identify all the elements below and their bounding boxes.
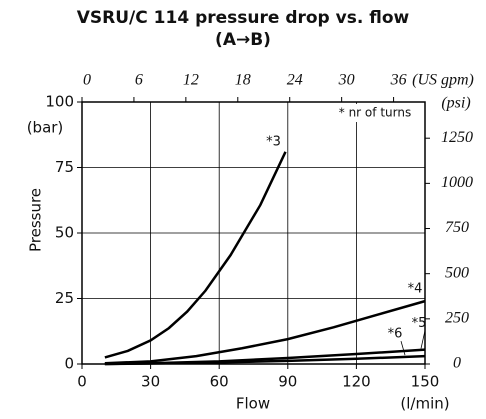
x-tick-label: 30 xyxy=(141,373,160,391)
x2-tick-label: 36 xyxy=(390,72,407,89)
y2-tick-label: 500 xyxy=(445,264,469,281)
x-unit: (l/min) xyxy=(400,395,449,413)
series-label: *5 xyxy=(412,316,427,331)
y2-tick-label: 1250 xyxy=(441,129,473,146)
chart-title: VSRU/C 114 pressure drop vs. flow xyxy=(77,8,410,28)
y-unit: (bar) xyxy=(27,119,64,137)
y-tick-label: 50 xyxy=(55,224,74,242)
x2-unit: (US gpm) xyxy=(412,72,474,89)
x2-tick-label: 18 xyxy=(235,72,251,89)
annotation-bg xyxy=(328,104,422,122)
leader-line xyxy=(420,330,426,349)
annotation: * nr of turns xyxy=(339,106,411,120)
series-label: *3 xyxy=(266,134,281,149)
y2-tick-label: 1000 xyxy=(441,174,473,191)
y2-tick-label: 0 xyxy=(453,355,461,372)
series-line xyxy=(104,354,426,366)
y-tick-label: 25 xyxy=(55,289,74,307)
x2-tick-label: 30 xyxy=(338,72,355,89)
y-tick-label: 0 xyxy=(64,355,74,373)
x2-tick-label: 6 xyxy=(135,72,143,89)
y2-tick-label: 750 xyxy=(445,219,469,236)
y2-unit: (psi) xyxy=(441,95,470,112)
x2-tick-label: 12 xyxy=(183,72,199,89)
y-tick-label: 75 xyxy=(55,158,74,176)
x-tick-label: 150 xyxy=(411,373,440,391)
series-line xyxy=(104,151,287,359)
leader-line xyxy=(400,341,406,356)
y-tick-label: 100 xyxy=(45,93,74,111)
y2-tick-label: 250 xyxy=(445,310,469,327)
series-label: *6 xyxy=(388,327,403,342)
series-label: *4 xyxy=(408,282,423,297)
x-tick-label: 120 xyxy=(342,373,371,391)
series-line xyxy=(104,299,426,365)
x-tick-label: 90 xyxy=(278,373,297,391)
x-tick-label: 60 xyxy=(210,373,229,391)
x2-tick-label: 0 xyxy=(83,72,91,89)
x2-tick-label: 24 xyxy=(287,72,303,89)
y-label: Pressure xyxy=(27,188,45,252)
chart-subtitle: (A→B) xyxy=(215,30,271,50)
x-tick-label: 0 xyxy=(77,373,87,391)
x-label: Flow xyxy=(236,395,270,413)
